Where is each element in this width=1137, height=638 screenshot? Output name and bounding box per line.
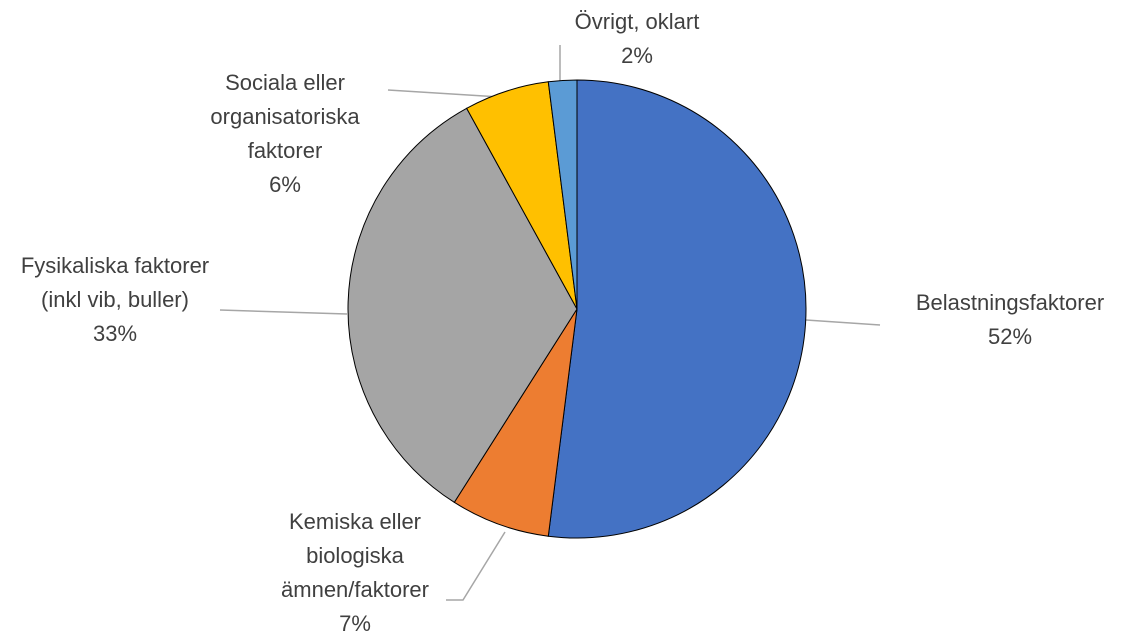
- pie-slice: [547, 79, 807, 539]
- slice-label: Belastningsfaktorer 52%: [870, 286, 1137, 354]
- pie-slice: [547, 79, 578, 310]
- pie-slice: [347, 107, 578, 504]
- leader-line: [446, 531, 506, 601]
- value-label: 52%: [987, 324, 1033, 349]
- leader-line: [805, 319, 881, 326]
- slice-label: Övrigt, oklart 2%: [537, 5, 737, 73]
- leader-line: [219, 309, 348, 315]
- category-label: Sociala eller organisatoriska faktorer: [210, 70, 360, 163]
- value-label: 2%: [621, 43, 653, 68]
- slice-label: Fysikaliska faktorer (inkl vib, buller) 3…: [5, 249, 225, 351]
- category-label: Kemiska eller biologiska ämnen/faktorer: [281, 509, 429, 602]
- slice-label: Sociala eller organisatoriska faktorer 6%: [195, 66, 375, 202]
- category-label: Övrigt, oklart: [574, 9, 700, 34]
- category-label: Fysikaliska faktorer (inkl vib, buller): [20, 253, 210, 312]
- slice-label: Kemiska eller biologiska ämnen/faktorer 7…: [250, 505, 460, 638]
- leader-line: [387, 89, 501, 98]
- value-label: 33%: [92, 321, 138, 346]
- category-label: Belastningsfaktorer: [915, 290, 1105, 315]
- value-label: 7%: [339, 611, 371, 636]
- value-label: 6%: [269, 172, 301, 197]
